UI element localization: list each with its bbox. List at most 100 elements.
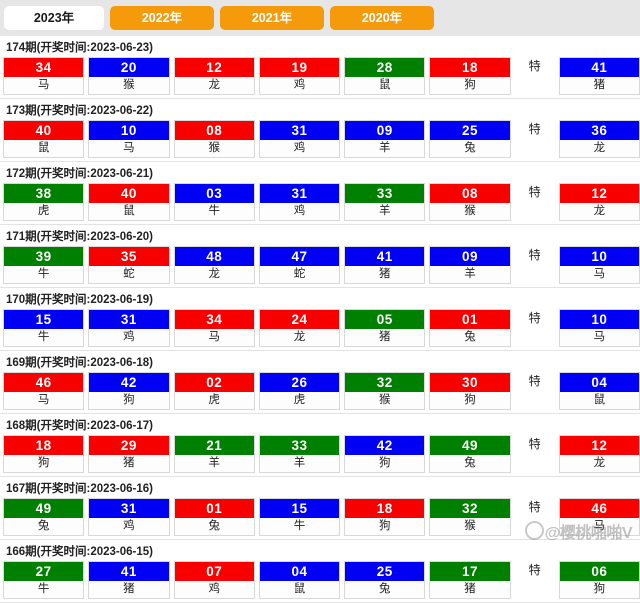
ball-special[interactable]: 12 龙 — [558, 183, 640, 221]
ball-number: 29 — [89, 436, 169, 455]
ball-normal[interactable]: 18 狗 — [3, 435, 85, 473]
ball-normal[interactable]: 42 狗 — [344, 435, 426, 473]
ball-zodiac: 猴 — [89, 77, 169, 94]
ball-zodiac: 兔 — [430, 329, 510, 346]
ball-normal[interactable]: 25 兔 — [344, 561, 426, 599]
ball-normal[interactable]: 31 鸡 — [258, 183, 341, 221]
ball-normal[interactable]: 15 牛 — [3, 309, 85, 347]
ball-zodiac: 马 — [174, 329, 254, 346]
ball-number: 10 — [559, 310, 639, 329]
ball-normal[interactable]: 31 鸡 — [88, 498, 170, 536]
ball-normal[interactable]: 17 猪 — [429, 561, 511, 599]
ball-number: 41 — [559, 58, 639, 77]
ball-special[interactable]: 10 马 — [558, 246, 640, 284]
ball-normal[interactable]: 32 猴 — [344, 372, 426, 410]
ball-number: 26 — [259, 373, 340, 392]
ball-normal[interactable]: 18 狗 — [429, 57, 511, 95]
ball-number: 40 — [89, 184, 169, 203]
ball-zodiac: 龙 — [559, 203, 639, 220]
ball-normal[interactable]: 24 龙 — [258, 309, 341, 347]
ball-number: 04 — [259, 562, 340, 581]
tab-year-2020[interactable]: 2020年 — [330, 6, 434, 30]
ball-number: 46 — [4, 373, 84, 392]
ball-special[interactable]: 10 马 — [558, 309, 640, 347]
ball-normal[interactable]: 48 龙 — [173, 246, 255, 284]
ball-normal[interactable]: 15 牛 — [258, 498, 341, 536]
ball-normal[interactable]: 31 鸡 — [258, 120, 341, 158]
ball-normal[interactable]: 08 猴 — [429, 183, 511, 221]
tab-year-2022[interactable]: 2022年 — [110, 6, 214, 30]
ball-special[interactable]: 04 鼠 — [558, 372, 640, 410]
ball-number: 41 — [89, 562, 169, 581]
ball-normal[interactable]: 49 兔 — [3, 498, 85, 536]
ball-number: 36 — [559, 121, 639, 140]
ball-row: 18 狗 29 猪 21 羊 33 羊 42 狗 49 兔特 12 龙 — [0, 435, 640, 476]
ball-special[interactable]: 36 龙 — [558, 120, 640, 158]
ball-normal[interactable]: 18 狗 — [344, 498, 426, 536]
ball-zodiac: 羊 — [345, 140, 425, 157]
ball-normal[interactable]: 33 羊 — [258, 435, 341, 473]
ball-normal[interactable]: 25 兔 — [429, 120, 511, 158]
ball-normal[interactable]: 35 蛇 — [88, 246, 170, 284]
ball-normal[interactable]: 27 牛 — [3, 561, 85, 599]
ball-number: 25 — [430, 121, 510, 140]
ball-normal[interactable]: 34 马 — [173, 309, 255, 347]
ball-normal[interactable]: 33 羊 — [344, 183, 426, 221]
ball-zodiac: 猪 — [89, 581, 169, 598]
ball-normal[interactable]: 19 鸡 — [258, 57, 341, 95]
ball-normal[interactable]: 34 马 — [3, 57, 85, 95]
ball-special[interactable]: 12 龙 — [558, 435, 640, 473]
ball-number: 05 — [345, 310, 425, 329]
ball-number: 28 — [345, 58, 425, 77]
ball-zodiac: 鸡 — [259, 77, 340, 94]
ball-row: 49 兔 31 鸡 01 兔 15 牛 18 狗 32 猴特 46 马 — [0, 498, 640, 539]
ball-normal[interactable]: 46 马 — [3, 372, 85, 410]
ball-normal[interactable]: 30 狗 — [429, 372, 511, 410]
ball-normal[interactable]: 28 鼠 — [344, 57, 426, 95]
ball-zodiac: 兔 — [4, 518, 84, 535]
ball-normal[interactable]: 32 猴 — [429, 498, 511, 536]
ball-normal[interactable]: 12 龙 — [173, 57, 255, 95]
ball-normal[interactable]: 26 虎 — [258, 372, 341, 410]
ball-normal[interactable]: 09 羊 — [429, 246, 511, 284]
ball-normal[interactable]: 49 兔 — [429, 435, 511, 473]
ball-normal[interactable]: 02 虎 — [173, 372, 255, 410]
ball-zodiac: 鼠 — [345, 77, 425, 94]
ball-normal[interactable]: 01 兔 — [173, 498, 255, 536]
ball-normal[interactable]: 41 猪 — [344, 246, 426, 284]
ball-normal[interactable]: 01 兔 — [429, 309, 511, 347]
ball-normal[interactable]: 09 羊 — [344, 120, 426, 158]
ball-normal[interactable]: 03 牛 — [173, 183, 255, 221]
ball-normal[interactable]: 08 猴 — [173, 120, 255, 158]
ball-normal[interactable]: 40 鼠 — [88, 183, 170, 221]
ball-normal[interactable]: 41 猪 — [88, 561, 170, 599]
ball-normal[interactable]: 47 蛇 — [258, 246, 341, 284]
ball-zodiac: 牛 — [4, 581, 84, 598]
draw-period-header: 166期(开奖时间:2023-06-15) — [6, 546, 154, 558]
ball-row: 15 牛 31 鸡 34 马 24 龙 05 猪 01 兔特 10 马 — [0, 309, 640, 350]
ball-zodiac: 猴 — [430, 518, 510, 535]
ball-number: 34 — [4, 58, 84, 77]
ball-normal[interactable]: 31 鸡 — [88, 309, 170, 347]
ball-normal[interactable]: 05 猪 — [344, 309, 426, 347]
ball-normal[interactable]: 20 猴 — [88, 57, 170, 95]
ball-zodiac: 狗 — [89, 392, 169, 409]
ball-normal[interactable]: 42 狗 — [88, 372, 170, 410]
ball-normal[interactable]: 29 猪 — [88, 435, 170, 473]
tab-year-2021[interactable]: 2021年 — [220, 6, 324, 30]
ball-special[interactable]: 41 猪 — [558, 57, 640, 95]
ball-normal[interactable]: 04 鼠 — [258, 561, 341, 599]
ball-normal[interactable]: 38 虎 — [3, 183, 85, 221]
ball-normal[interactable]: 40 鼠 — [3, 120, 85, 158]
ball-normal[interactable]: 10 马 — [88, 120, 170, 158]
ball-normal[interactable]: 21 羊 — [173, 435, 255, 473]
ball-row: 27 牛 41 猪 07 鸡 04 鼠 25 兔 17 猪特 06 狗 — [0, 561, 640, 602]
tab-year-2023[interactable]: 2023年 — [4, 6, 104, 30]
ball-special[interactable]: 46 马 — [558, 498, 640, 536]
ball-special[interactable]: 06 狗 — [558, 561, 640, 599]
ball-zodiac: 马 — [89, 140, 169, 157]
ball-normal[interactable]: 39 牛 — [3, 246, 85, 284]
ball-number: 12 — [559, 184, 639, 203]
ball-normal[interactable]: 07 鸡 — [173, 561, 255, 599]
ball-number: 32 — [430, 499, 510, 518]
